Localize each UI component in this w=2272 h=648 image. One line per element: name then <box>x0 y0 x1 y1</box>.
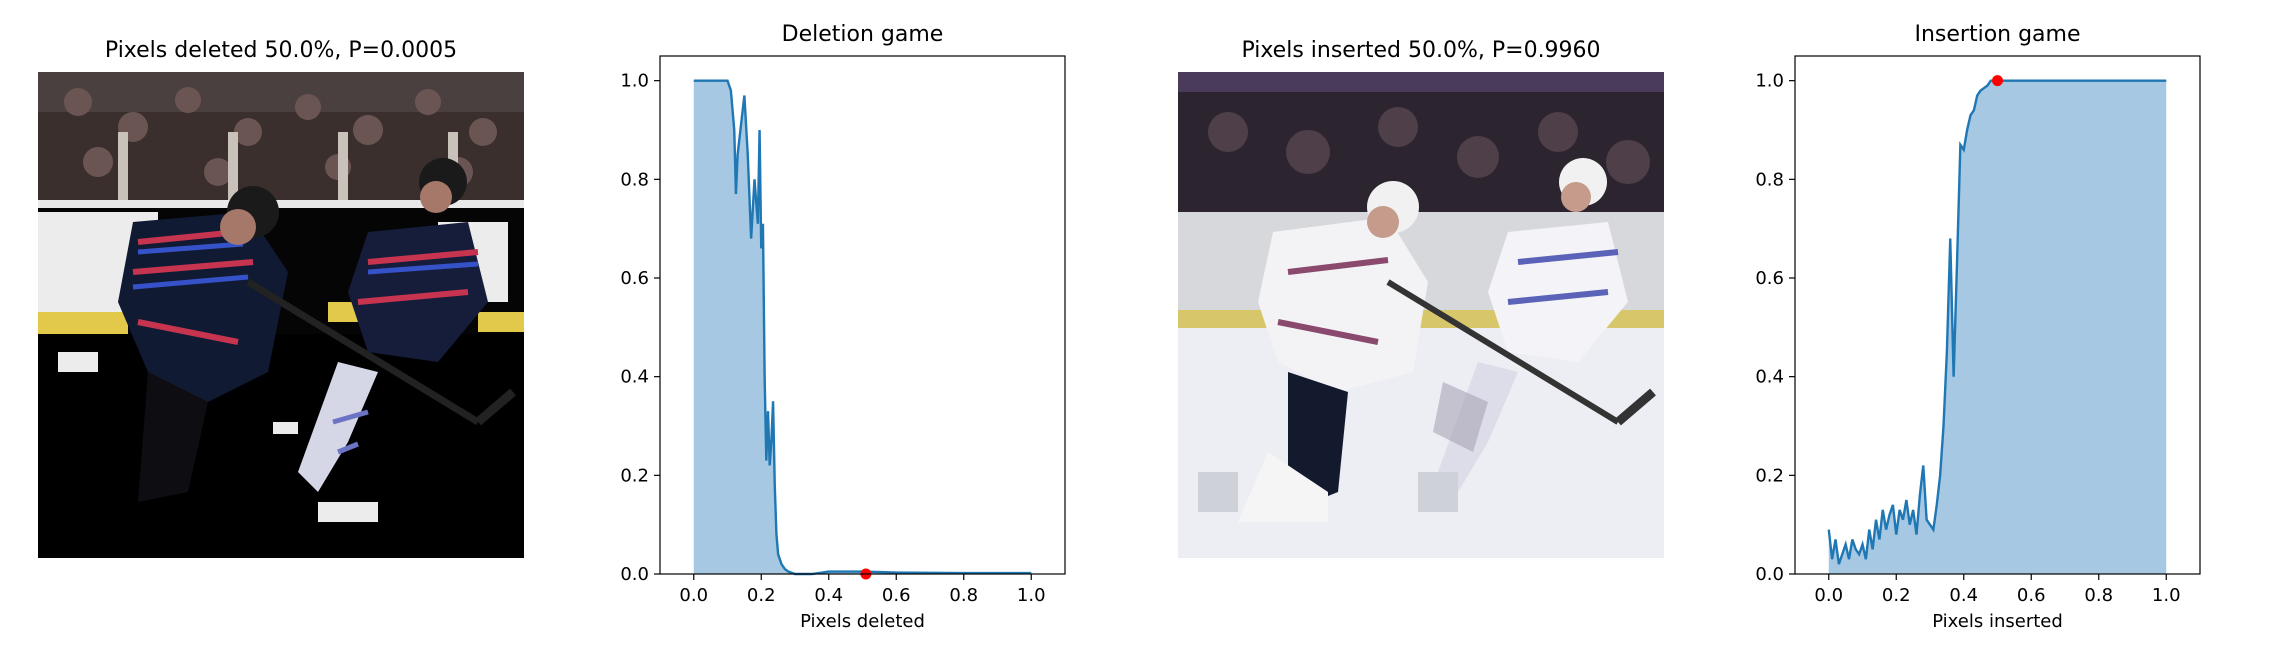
y-tick-label: 0.0 <box>620 564 649 585</box>
x-tick-label: 0.2 <box>1882 585 1911 606</box>
y-tick-label: 1.0 <box>1755 71 1784 92</box>
axes-frame <box>1794 55 2201 575</box>
y-tick-label: 0.6 <box>620 268 649 289</box>
y-tick-label: 0.8 <box>1755 169 1784 190</box>
x-tick-label: 0.6 <box>2017 585 2046 606</box>
insertion-chart-title: Insertion game <box>1914 22 2081 47</box>
axes-frame <box>659 55 1066 575</box>
inserted-pixels-image <box>1178 72 1664 558</box>
x-tick-label: 0.4 <box>1949 585 1978 606</box>
x-tick-label: 1.0 <box>2152 585 2181 606</box>
x-tick-label: 0.6 <box>882 585 911 606</box>
y-tick-label: 0.2 <box>1755 465 1784 486</box>
y-tick-label: 0.2 <box>620 465 649 486</box>
x-axis-label: Pixels inserted <box>1932 611 2063 632</box>
x-tick-label: 0.0 <box>1814 585 1843 606</box>
deleted-pixels-image <box>38 72 524 558</box>
y-tick-label: 1.0 <box>620 71 649 92</box>
y-tick-label: 0.4 <box>620 367 649 388</box>
x-tick-label: 0.2 <box>747 585 776 606</box>
area-fill <box>693 80 1032 574</box>
x-tick-label: 0.0 <box>679 585 708 606</box>
x-tick-label: 0.8 <box>2084 585 2113 606</box>
insertion-game-chart: 0.0 0.2 0.4 0.6 0.8 1.0 0.0 0.2 0.4 0.6 0.8 1.0 Pixe… <box>1755 55 2201 632</box>
current-point-marker <box>1992 75 2003 87</box>
x-tick-label: 0.8 <box>949 585 978 606</box>
deleted-image-title: Pixels deleted 50.0%, P=0.0005 <box>104 38 458 63</box>
area-fill <box>1828 80 2167 574</box>
series-line <box>1827 79 2167 565</box>
inserted-image-title: Pixels inserted 50.0%, P=0.9960 <box>1241 38 1601 63</box>
x-tick-label: 1.0 <box>1017 585 1046 606</box>
deleted-pixels-picture <box>38 72 524 558</box>
y-tick-label: 0.6 <box>1755 268 1784 289</box>
y-tick-label: 0.0 <box>1755 564 1784 585</box>
deletion-chart-title: Deletion game <box>781 22 944 47</box>
deletion-game-chart: 0.0 0.2 0.4 0.6 0.8 1.0 0.0 0.2 0.4 0.6 0.8 1.0 Pixe… <box>620 55 1066 632</box>
x-tick-label: 0.4 <box>814 585 843 606</box>
y-tick-label: 0.4 <box>1755 367 1784 388</box>
x-axis-label: Pixels deleted <box>800 611 925 632</box>
inserted-pixels-picture <box>1178 72 1664 558</box>
y-tick-label: 0.8 <box>620 169 649 190</box>
